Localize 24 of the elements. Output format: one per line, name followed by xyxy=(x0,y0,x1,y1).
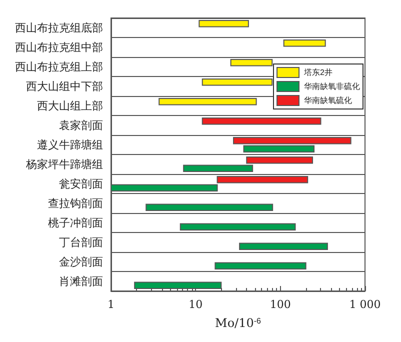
y-tick-label: 肖滩剖面 xyxy=(59,274,103,288)
y-tick-label: 桃子冲剖面 xyxy=(48,216,103,230)
x-tick-label: 100 xyxy=(270,298,291,311)
bar xyxy=(134,282,222,289)
y-tick-label: 西山布拉克组中部 xyxy=(15,40,103,54)
y-tick-label: 袁家剖面 xyxy=(59,118,103,132)
y-tick-label: 西山布拉克组上部 xyxy=(15,60,103,74)
y-tick-label: 西大山组上部 xyxy=(37,99,103,112)
x-tick-label: 10 xyxy=(188,298,203,311)
y-tick-label: 金沙剖面 xyxy=(59,255,103,268)
y-tick-label: 查拉钩剖面 xyxy=(48,196,103,210)
x-tick-label: 1 000 xyxy=(349,298,381,311)
y-tick-label: 杨家坪牛蹄塘组 xyxy=(25,158,103,171)
y-tick-label: 瓮安剖面 xyxy=(59,177,103,190)
x-tick-label: 1 xyxy=(108,298,114,311)
bar xyxy=(146,204,274,211)
y-tick-label: 西山布拉克组底部 xyxy=(15,21,103,34)
y-tick-label: 西大山组中下部 xyxy=(26,80,103,93)
legend-label: 塔东2井 xyxy=(303,68,332,77)
legend-label: 华南缺氧硫化 xyxy=(304,96,352,105)
legend-label: 华南缺氧非硫化 xyxy=(304,82,360,91)
y-tick-label: 丁台剖面 xyxy=(59,236,103,249)
y-tick-label: 遵义牛蹄塘组 xyxy=(37,138,103,152)
bar xyxy=(239,242,328,250)
